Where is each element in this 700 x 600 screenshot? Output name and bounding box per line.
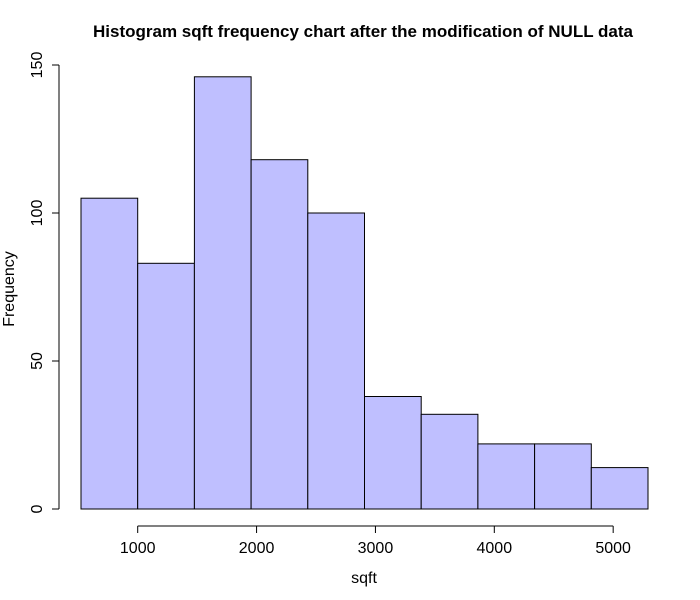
x-tick-label: 2000 (239, 540, 275, 557)
y-tick-label: 0 (29, 504, 46, 513)
histogram-bar (137, 262, 195, 510)
x-tick-label: 3000 (358, 540, 394, 557)
y-axis-label: Frequency (1, 251, 18, 327)
histogram-bar (307, 212, 365, 510)
y-tick-label: 150 (29, 52, 46, 79)
x-tick-label: 5000 (595, 540, 631, 557)
x-axis-label: sqft (351, 570, 377, 587)
histogram-bar (364, 396, 422, 510)
histogram-bar (193, 76, 252, 510)
y-tick-label: 50 (29, 352, 46, 370)
histogram-bar (250, 159, 309, 510)
histogram-bar (534, 443, 592, 510)
histogram-bar (420, 413, 479, 510)
x-tick-label: 4000 (477, 540, 513, 557)
y-axis: 0 50 100 150 (29, 52, 60, 513)
y-tick-label: 100 (29, 200, 46, 227)
x-tick-label: 1000 (120, 540, 156, 557)
histogram-bar (477, 443, 536, 510)
chart-title: Histogram sqft frequency chart after the… (93, 22, 634, 41)
x-axis: 1000 2000 3000 4000 5000 (120, 525, 631, 557)
histogram-bar (80, 197, 139, 510)
bars-group (80, 76, 649, 510)
histogram-bar (590, 467, 649, 510)
